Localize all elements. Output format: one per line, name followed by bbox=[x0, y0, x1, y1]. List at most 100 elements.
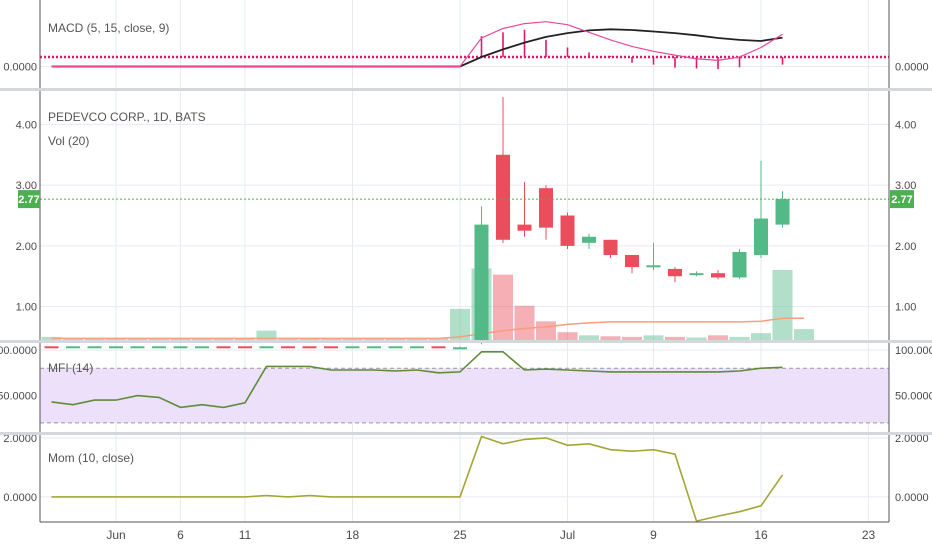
x-tick-label: Jul bbox=[560, 528, 575, 542]
volume-bar bbox=[772, 269, 793, 340]
mfi-tick-label: 100.0000 bbox=[895, 345, 932, 357]
momentum-tick-label: 0.0000 bbox=[895, 492, 929, 504]
price-tick-label: 1.00 bbox=[895, 302, 916, 314]
candle-body bbox=[539, 188, 553, 228]
candle-body bbox=[496, 154, 510, 240]
mfi-panel[interactable] bbox=[40, 351, 889, 424]
volume-bar bbox=[84, 338, 105, 340]
plot-background bbox=[40, 0, 889, 522]
volume-bar bbox=[149, 338, 169, 340]
volume-bar bbox=[342, 338, 363, 340]
momentum-tick-label: 0.0000 bbox=[3, 492, 37, 504]
volume-bar bbox=[536, 321, 556, 340]
candle-body bbox=[625, 254, 639, 268]
panel-separator bbox=[0, 432, 932, 435]
x-tick-label: 9 bbox=[650, 528, 657, 542]
macd-panel[interactable] bbox=[40, 21, 889, 70]
x-tick-label: 23 bbox=[862, 528, 876, 542]
price-tick-label: 2.00 bbox=[16, 241, 37, 253]
candle-body bbox=[646, 265, 661, 268]
volume-bar bbox=[493, 274, 513, 340]
volume-bar bbox=[213, 338, 234, 340]
x-tick-label: 6 bbox=[177, 528, 184, 542]
volume-bar bbox=[450, 308, 470, 340]
volume-bar bbox=[256, 330, 277, 340]
price-tick-label: 4.00 bbox=[16, 119, 37, 131]
momentum-panel[interactable] bbox=[51, 435, 784, 523]
price-title: PEDEVCO CORP., 1D, BATS bbox=[48, 110, 206, 124]
volume-bar bbox=[579, 335, 599, 340]
volume-bar bbox=[643, 335, 664, 340]
volume-bar bbox=[170, 338, 191, 340]
panel-separator bbox=[0, 88, 932, 91]
last-price-label-right: 2.77 bbox=[890, 190, 914, 209]
mfi-title: MFI (14) bbox=[48, 361, 93, 375]
price-panel[interactable] bbox=[40, 97, 889, 350]
volume-bar bbox=[407, 338, 427, 340]
volume-ma-line bbox=[51, 317, 804, 340]
momentum-line bbox=[51, 435, 784, 523]
candle-body bbox=[517, 224, 532, 231]
volume-bar bbox=[192, 338, 212, 340]
price-tick-label: 2.00 bbox=[895, 241, 916, 253]
volume-bar bbox=[106, 338, 126, 340]
volume-bar bbox=[63, 338, 83, 340]
x-tick-label: 25 bbox=[453, 528, 467, 542]
mfi-band bbox=[40, 368, 889, 423]
candle-body bbox=[668, 268, 682, 277]
x-tick-label: 16 bbox=[754, 528, 768, 542]
last-price-label: 2.77 bbox=[891, 194, 912, 206]
candle-body bbox=[560, 215, 575, 246]
candle-body bbox=[711, 273, 725, 278]
mfi-tick-label: 50.0000 bbox=[895, 391, 932, 403]
macd-title: MACD (5, 15, close, 9) bbox=[48, 21, 169, 35]
last-price-label-left: 2.77 bbox=[18, 190, 40, 209]
volume-bar bbox=[665, 336, 685, 340]
candle-body bbox=[453, 347, 467, 350]
x-tick-label: 11 bbox=[239, 528, 252, 542]
volume-bar bbox=[364, 338, 384, 340]
x-tick-label: Jun bbox=[106, 528, 125, 542]
volume-title: Vol (20) bbox=[48, 134, 89, 148]
panel-separator bbox=[0, 340, 932, 343]
candle-body bbox=[754, 218, 768, 255]
candle-body bbox=[775, 199, 790, 225]
volume-bar bbox=[299, 338, 320, 340]
candle-body bbox=[603, 239, 618, 255]
volume-bar bbox=[321, 338, 341, 340]
volume-bar bbox=[751, 333, 771, 340]
mfi-tick-label: 50.0000 bbox=[0, 391, 37, 403]
volume-bar bbox=[708, 335, 728, 340]
price-tick-label: 3.00 bbox=[16, 180, 37, 192]
volume-bar bbox=[514, 305, 535, 340]
volume-bar bbox=[235, 338, 255, 340]
macd-line bbox=[51, 28, 783, 68]
candle-body bbox=[474, 224, 489, 344]
macd-tick-label: 0.0000 bbox=[3, 62, 37, 74]
candle-body bbox=[689, 273, 704, 276]
mfi-tick-label: 100.0000 bbox=[0, 345, 37, 357]
volume-bar bbox=[622, 336, 642, 340]
macd-tick-label: 0.0000 bbox=[895, 62, 929, 74]
volume-bar bbox=[686, 337, 707, 340]
volume-bar bbox=[278, 338, 298, 340]
x-tick-label: 18 bbox=[346, 528, 360, 542]
momentum-title: Mom (10, close) bbox=[48, 451, 134, 465]
grid bbox=[40, 0, 889, 522]
momentum-tick-label: 2.0000 bbox=[3, 433, 37, 445]
momentum-tick-label: 2.0000 bbox=[895, 433, 929, 445]
price-tick-label: 1.00 bbox=[16, 302, 37, 314]
signal-line bbox=[51, 21, 783, 68]
volume-bar bbox=[428, 338, 449, 340]
volume-bar bbox=[557, 332, 578, 340]
price-tick-label: 4.00 bbox=[895, 119, 916, 131]
candle-body bbox=[582, 236, 596, 243]
volume-bar bbox=[600, 336, 621, 340]
price-tick-label: 3.00 bbox=[895, 180, 916, 192]
volume-bar bbox=[127, 338, 148, 340]
volume-bar bbox=[729, 336, 750, 340]
volume-bar bbox=[385, 338, 406, 340]
candle-body bbox=[732, 251, 747, 278]
